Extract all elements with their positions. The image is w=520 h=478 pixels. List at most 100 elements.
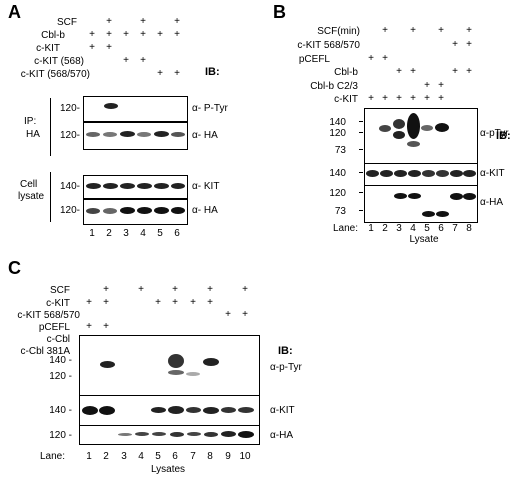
lane-number: 2 bbox=[382, 223, 388, 234]
plus-sign: + bbox=[103, 321, 109, 332]
plus-sign: + bbox=[174, 16, 180, 27]
lane-number: 10 bbox=[239, 451, 251, 462]
panel-c-marker-140-ptyr: 140 - bbox=[49, 355, 72, 366]
plus-sign: + bbox=[138, 284, 144, 295]
panel-a-row-ckit568: c-KIT (568) bbox=[34, 56, 84, 67]
panel-c-name-kit: α-KIT bbox=[270, 405, 295, 416]
plus-sign: + bbox=[396, 93, 402, 104]
panel-b-ib-label: IB: bbox=[496, 130, 511, 142]
panel-b-marker-120-ha: 120 bbox=[329, 188, 346, 199]
panel-a-label: A bbox=[8, 2, 21, 22]
plus-sign: + bbox=[123, 55, 129, 66]
panel-b-tick bbox=[359, 210, 363, 211]
panel-c-row-ccbl: c-Cbl bbox=[46, 334, 70, 345]
panel-a-marker-ha-lysate: 120- bbox=[59, 205, 80, 216]
panel-b-tick bbox=[359, 121, 363, 122]
plus-sign: + bbox=[452, 39, 458, 50]
plus-sign: + bbox=[242, 309, 248, 320]
panel-b-name-ptyr: α-pTyr bbox=[480, 128, 509, 139]
panel-c-row-ccbl381a: c-Cbl 381A bbox=[20, 346, 70, 357]
panel-b-row-cblbc23: Cbl-b C2/3 bbox=[310, 81, 358, 92]
plus-sign: + bbox=[424, 80, 430, 91]
panel-b-blot-kit bbox=[364, 163, 478, 187]
lane-number: 2 bbox=[103, 451, 109, 462]
plus-sign: + bbox=[242, 284, 248, 295]
panel-a-lysate-label: lysate bbox=[18, 191, 45, 202]
panel-b-lane-title: Lane: bbox=[333, 223, 359, 234]
panel-a-marker-ptyr: 120- bbox=[59, 103, 80, 114]
panel-a-name-kit: α- KIT bbox=[192, 181, 220, 192]
panel-b-marker-140-ptyr: 140 bbox=[329, 117, 346, 128]
panel-b-row-scf: SCF(min) bbox=[317, 26, 360, 37]
plus-sign: + bbox=[140, 16, 146, 27]
plus-sign: + bbox=[106, 16, 112, 27]
panel-b-row-pcefl: pCEFL bbox=[298, 54, 330, 65]
panel-b-tick bbox=[359, 132, 363, 133]
lane-number: 1 bbox=[86, 451, 92, 462]
panel-b-tick bbox=[359, 192, 363, 193]
plus-sign: + bbox=[368, 53, 374, 64]
plus-sign: + bbox=[89, 29, 95, 40]
panel-a-ip-label: IP: bbox=[24, 116, 37, 127]
panel-a-row-cblb: Cbl-b bbox=[41, 30, 65, 41]
panel-a-ib-label: IB: bbox=[205, 66, 220, 78]
plus-sign: + bbox=[225, 309, 231, 320]
panel-a-blot-ha-ip bbox=[83, 122, 188, 150]
lane-number: 3 bbox=[123, 228, 129, 239]
panel-c-label: C bbox=[8, 258, 21, 278]
plus-sign: + bbox=[157, 29, 163, 40]
panel-a-lysate-bracket bbox=[50, 172, 51, 222]
panel-c-lane-title: Lane: bbox=[40, 451, 66, 462]
lane-number: 7 bbox=[452, 223, 458, 234]
panel-b-marker-73-ptyr: 73 bbox=[334, 145, 346, 156]
panel-b-tick bbox=[359, 172, 363, 173]
panel-a-blot-ptyr bbox=[83, 96, 188, 122]
panel-c-marker-120-ptyr: 120 - bbox=[49, 371, 72, 382]
panel-b-marker-140-kit: 140 bbox=[329, 168, 346, 179]
lane-number: 8 bbox=[207, 451, 213, 462]
panel-c-blot-kit bbox=[79, 395, 260, 427]
lane-number: 1 bbox=[368, 223, 374, 234]
plus-sign: + bbox=[86, 321, 92, 332]
plus-sign: + bbox=[140, 55, 146, 66]
panel-c-marker-140-kit: 140 - bbox=[49, 405, 72, 416]
lane-number: 7 bbox=[190, 451, 196, 462]
plus-sign: + bbox=[123, 29, 129, 40]
panel-c-row-ckit: c-KIT bbox=[46, 298, 70, 309]
plus-sign: + bbox=[382, 25, 388, 36]
panel-c-footer: Lysates bbox=[150, 464, 186, 475]
panel-b-row-ckit568570: c-KIT 568/570 bbox=[297, 40, 360, 51]
panel-c-marker-120-ha: 120 - bbox=[49, 430, 72, 441]
plus-sign: + bbox=[207, 284, 213, 295]
panel-a-name-ha-ip: α- HA bbox=[192, 130, 218, 141]
lane-number: 6 bbox=[438, 223, 444, 234]
plus-sign: + bbox=[382, 53, 388, 64]
plus-sign: + bbox=[190, 297, 196, 308]
lane-number: 5 bbox=[157, 228, 163, 239]
lane-number: 5 bbox=[424, 223, 430, 234]
lane-number: 6 bbox=[172, 451, 178, 462]
panel-b-blot-ptyr bbox=[364, 108, 478, 165]
panel-c-row-ckit568570: c-KIT 568/570 bbox=[17, 310, 80, 321]
panel-a-blot-kit bbox=[83, 175, 188, 199]
panel-a-name-ha-lysate: α- HA bbox=[192, 205, 218, 216]
panel-b-row-ckit: c-KIT bbox=[334, 94, 358, 105]
plus-sign: + bbox=[106, 42, 112, 53]
panel-a-marker-kit: 140- bbox=[59, 181, 80, 192]
panel-a-row-scf: SCF bbox=[57, 17, 77, 28]
panel-a-row-ckit568570: c-KIT (568/570) bbox=[20, 69, 90, 80]
plus-sign: + bbox=[86, 297, 92, 308]
lane-number: 3 bbox=[396, 223, 402, 234]
plus-sign: + bbox=[103, 297, 109, 308]
panel-c-blot-ha bbox=[79, 425, 260, 445]
panel-c-row-scf: SCF bbox=[50, 285, 70, 296]
panel-b-marker-120-ptyr: 120 bbox=[329, 128, 346, 139]
panel-a-ip-sub: HA bbox=[26, 129, 40, 140]
plus-sign: + bbox=[89, 42, 95, 53]
lane-number: 3 bbox=[121, 451, 127, 462]
plus-sign: + bbox=[207, 297, 213, 308]
plus-sign: + bbox=[466, 25, 472, 36]
panel-b-footer: Lysate bbox=[409, 234, 439, 245]
plus-sign: + bbox=[410, 25, 416, 36]
